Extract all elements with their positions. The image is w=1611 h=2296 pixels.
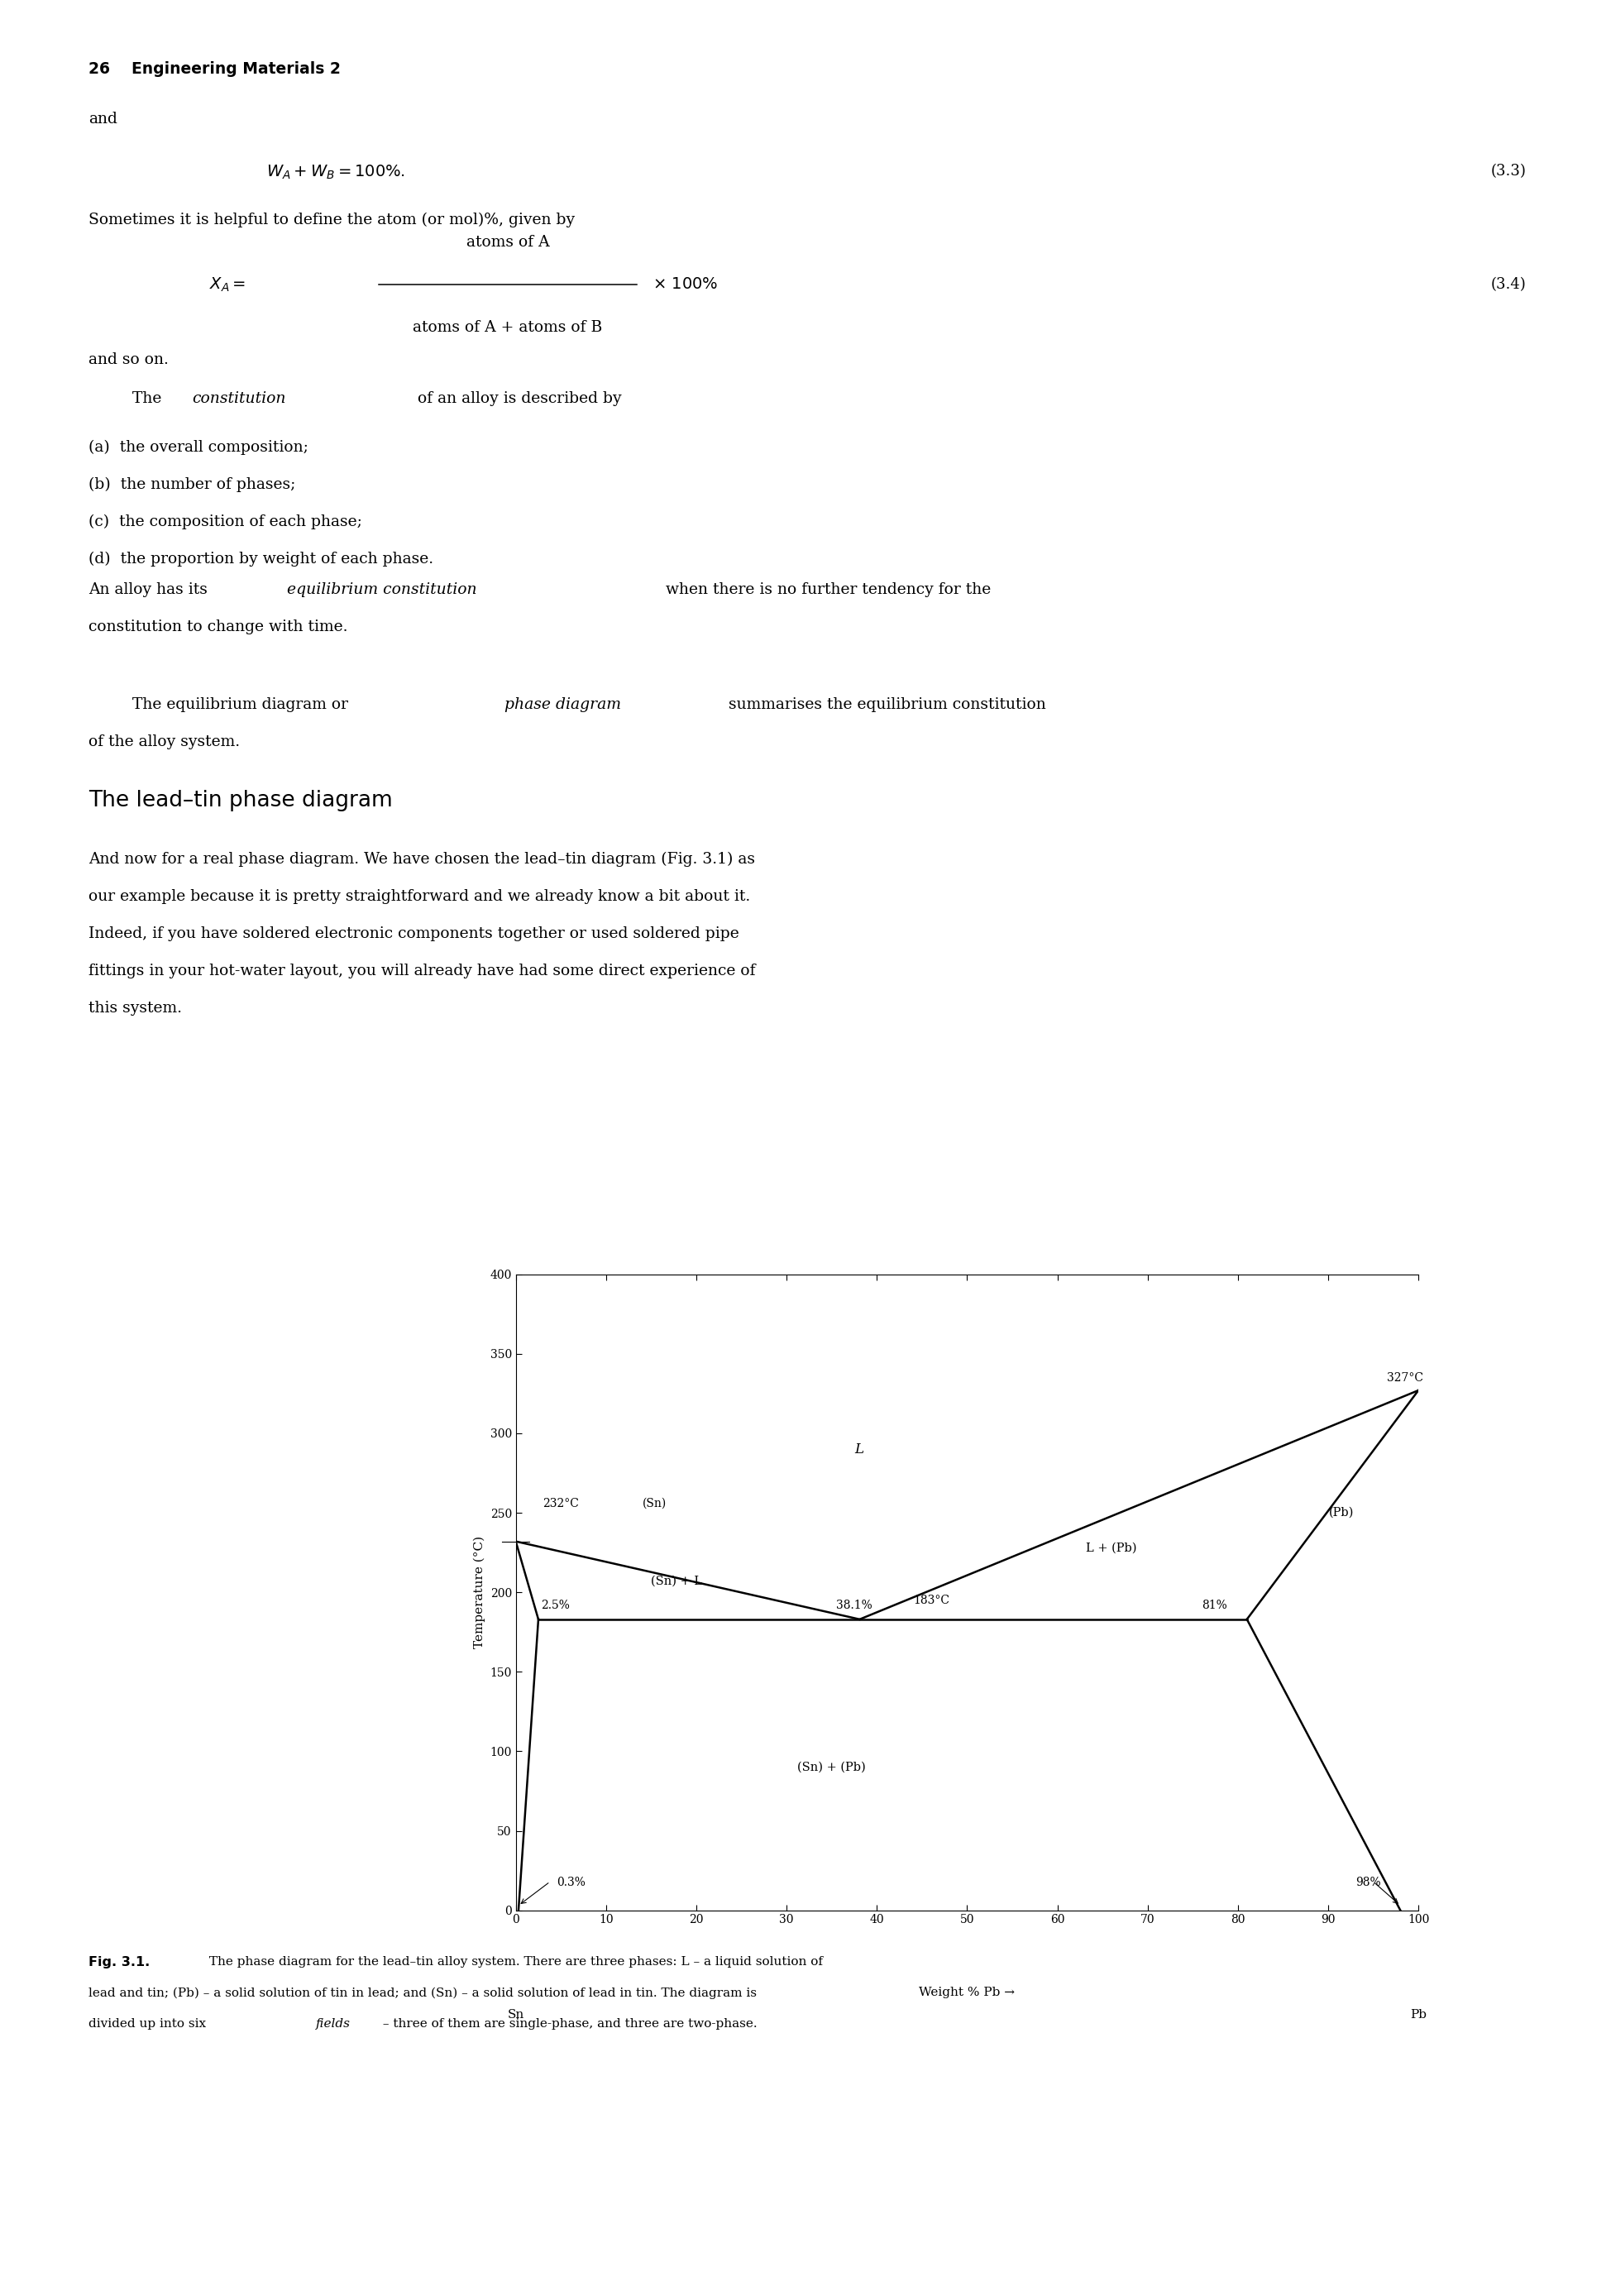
Text: and: and xyxy=(89,113,118,126)
Text: constitution to change with time.: constitution to change with time. xyxy=(89,620,348,634)
Text: phase diagram: phase diagram xyxy=(504,698,620,712)
Text: (a)  the overall composition;: (a) the overall composition; xyxy=(89,441,308,455)
Text: fittings in your hot-water layout, you will already have had some direct experie: fittings in your hot-water layout, you w… xyxy=(89,964,756,978)
Text: L: L xyxy=(854,1442,863,1456)
Text: (3.4): (3.4) xyxy=(1490,278,1526,292)
Text: 183°C: 183°C xyxy=(912,1596,949,1607)
Text: of an alloy is described by: of an alloy is described by xyxy=(412,393,622,406)
Text: constitution: constitution xyxy=(192,393,285,406)
Text: 26    Engineering Materials 2: 26 Engineering Materials 2 xyxy=(89,60,340,76)
Text: equilibrium constitution: equilibrium constitution xyxy=(287,583,477,597)
Text: (Pb): (Pb) xyxy=(1329,1506,1353,1518)
Text: summarises the equilibrium constitution: summarises the equilibrium constitution xyxy=(723,698,1046,712)
Text: and so on.: and so on. xyxy=(89,354,169,367)
Text: Sometimes it is helpful to define the atom (or mol)%, given by: Sometimes it is helpful to define the at… xyxy=(89,214,575,227)
Text: of the alloy system.: of the alloy system. xyxy=(89,735,240,748)
Text: L + (Pb): L + (Pb) xyxy=(1086,1543,1136,1554)
Text: Sn: Sn xyxy=(507,2009,524,2020)
Text: divided up into six: divided up into six xyxy=(89,2018,209,2030)
Text: (Sn) + L: (Sn) + L xyxy=(651,1575,702,1587)
Text: 232°C: 232°C xyxy=(543,1497,578,1508)
Text: $X_A =$: $X_A =$ xyxy=(209,276,246,294)
Text: (d)  the proportion by weight of each phase.: (d) the proportion by weight of each pha… xyxy=(89,551,433,567)
Text: lead and tin; (Pb) – a solid solution of tin in lead; and (Sn) – a solid solutio: lead and tin; (Pb) – a solid solution of… xyxy=(89,1988,757,2000)
Text: when there is no further tendency for the: when there is no further tendency for th… xyxy=(661,583,991,597)
Text: atoms of A: atoms of A xyxy=(466,234,549,250)
Text: And now for a real phase diagram. We have chosen the lead–tin diagram (Fig. 3.1): And now for a real phase diagram. We hav… xyxy=(89,852,756,868)
Text: (Sn) + (Pb): (Sn) + (Pb) xyxy=(797,1761,865,1773)
Text: Indeed, if you have soldered electronic components together or used soldered pip: Indeed, if you have soldered electronic … xyxy=(89,925,739,941)
Text: – three of them are single-phase, and three are two-phase.: – three of them are single-phase, and th… xyxy=(379,2018,757,2030)
Text: The: The xyxy=(132,393,166,406)
Text: 2.5%: 2.5% xyxy=(541,1600,570,1612)
Text: (b)  the number of phases;: (b) the number of phases; xyxy=(89,478,295,491)
Text: (3.3): (3.3) xyxy=(1490,163,1526,179)
Text: (c)  the composition of each phase;: (c) the composition of each phase; xyxy=(89,514,362,528)
Text: Weight % Pb →: Weight % Pb → xyxy=(918,1986,1015,1998)
Text: 327°C: 327°C xyxy=(1385,1371,1423,1384)
Text: $W_A + W_B = 100\%.$: $W_A + W_B = 100\%.$ xyxy=(266,163,404,181)
Text: 98%: 98% xyxy=(1355,1876,1381,1887)
Text: Pb: Pb xyxy=(1410,2009,1426,2020)
Text: The phase diagram for the lead–tin alloy system. There are three phases: L – a l: The phase diagram for the lead–tin alloy… xyxy=(205,1956,822,1968)
Text: The lead–tin phase diagram: The lead–tin phase diagram xyxy=(89,790,393,810)
Text: $\times\ 100\%$: $\times\ 100\%$ xyxy=(652,278,719,292)
Text: 38.1%: 38.1% xyxy=(836,1600,872,1612)
Text: atoms of A + atoms of B: atoms of A + atoms of B xyxy=(412,319,603,335)
Text: fields: fields xyxy=(316,2018,351,2030)
Y-axis label: Temperature (°C): Temperature (°C) xyxy=(474,1536,485,1649)
Text: 0.3%: 0.3% xyxy=(556,1876,585,1887)
Text: (Sn): (Sn) xyxy=(641,1497,665,1508)
Text: our example because it is pretty straightforward and we already know a bit about: our example because it is pretty straigh… xyxy=(89,889,751,905)
Text: An alloy has its: An alloy has its xyxy=(89,583,213,597)
Text: Fig. 3.1.: Fig. 3.1. xyxy=(89,1956,150,1968)
Text: 81%: 81% xyxy=(1202,1600,1226,1612)
Text: this system.: this system. xyxy=(89,1001,182,1015)
Text: The equilibrium diagram or: The equilibrium diagram or xyxy=(132,698,353,712)
